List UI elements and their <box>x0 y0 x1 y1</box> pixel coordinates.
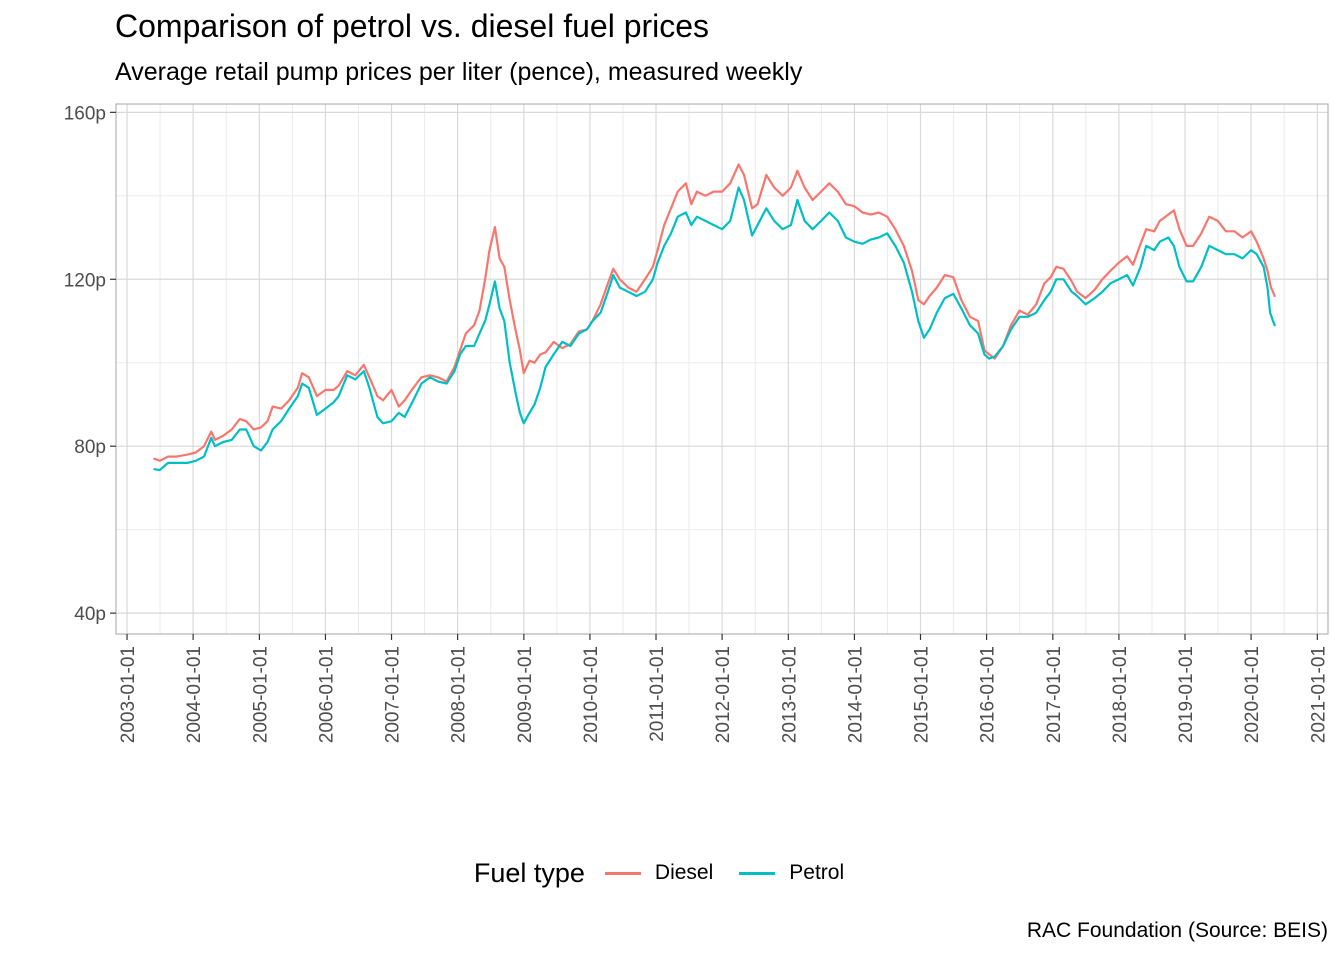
legend-label-petrol: Petrol <box>789 861 845 884</box>
y-tick-label: 160p <box>64 103 106 124</box>
x-tick-label: 2008-01-01 <box>449 646 470 743</box>
y-tick-label: 40p <box>74 604 106 625</box>
legend-title: Fuel type <box>473 857 585 888</box>
x-tick-label: 2010-01-01 <box>581 646 602 743</box>
x-tick-label: 2004-01-01 <box>184 646 205 743</box>
legend-key-diesel <box>604 871 641 875</box>
x-tick-label: 2021-01-01 <box>1308 646 1329 743</box>
y-axis: 40p 80p 120p 160p <box>64 103 116 625</box>
series-line-diesel <box>153 163 1276 462</box>
legend-item-diesel: Diesel <box>604 861 714 885</box>
x-tick-label: 2007-01-01 <box>383 646 404 743</box>
legend: Fuel type Diesel Petrol <box>0 855 1344 891</box>
x-tick-label: 2013-01-01 <box>779 646 800 743</box>
legend-label-diesel: Diesel <box>654 861 714 884</box>
x-tick-label: 2006-01-01 <box>316 646 337 743</box>
x-tick-label: 2015-01-01 <box>912 646 933 743</box>
chart-subtitle: Average retail pump prices per liter (pe… <box>115 58 803 86</box>
major-gridlines <box>116 104 1328 634</box>
chart-caption: RAC Foundation (Source: BEIS) <box>1026 919 1328 942</box>
x-tick-label: 2012-01-01 <box>713 646 734 743</box>
chart-title: Comparison of petrol vs. diesel fuel pri… <box>115 8 710 44</box>
x-tick-label: 2020-01-01 <box>1242 646 1263 743</box>
x-tick-label: 2017-01-01 <box>1044 646 1065 743</box>
y-tick-label: 80p <box>74 437 106 458</box>
x-tick-label: 2005-01-01 <box>250 646 271 743</box>
series-line-petrol <box>153 186 1276 472</box>
x-tick-label: 2003-01-01 <box>118 646 139 743</box>
x-tick-label: 2016-01-01 <box>978 646 999 743</box>
x-tick-label: 2019-01-01 <box>1176 646 1197 743</box>
legend-key-petrol <box>739 871 776 875</box>
minor-gridlines <box>116 104 1328 634</box>
y-tick-label: 120p <box>64 270 106 291</box>
x-axis: 2003-01-01 2004-01-01 2005-01-01 2006-01-01… <box>118 634 1329 743</box>
x-tick-label: 2018-01-01 <box>1110 646 1131 743</box>
legend-item-petrol: Petrol <box>739 861 844 885</box>
x-tick-label: 2014-01-01 <box>845 646 866 743</box>
series-lines <box>153 163 1276 472</box>
x-tick-label: 2011-01-01 <box>647 646 668 742</box>
x-tick-label: 2009-01-01 <box>515 646 536 743</box>
